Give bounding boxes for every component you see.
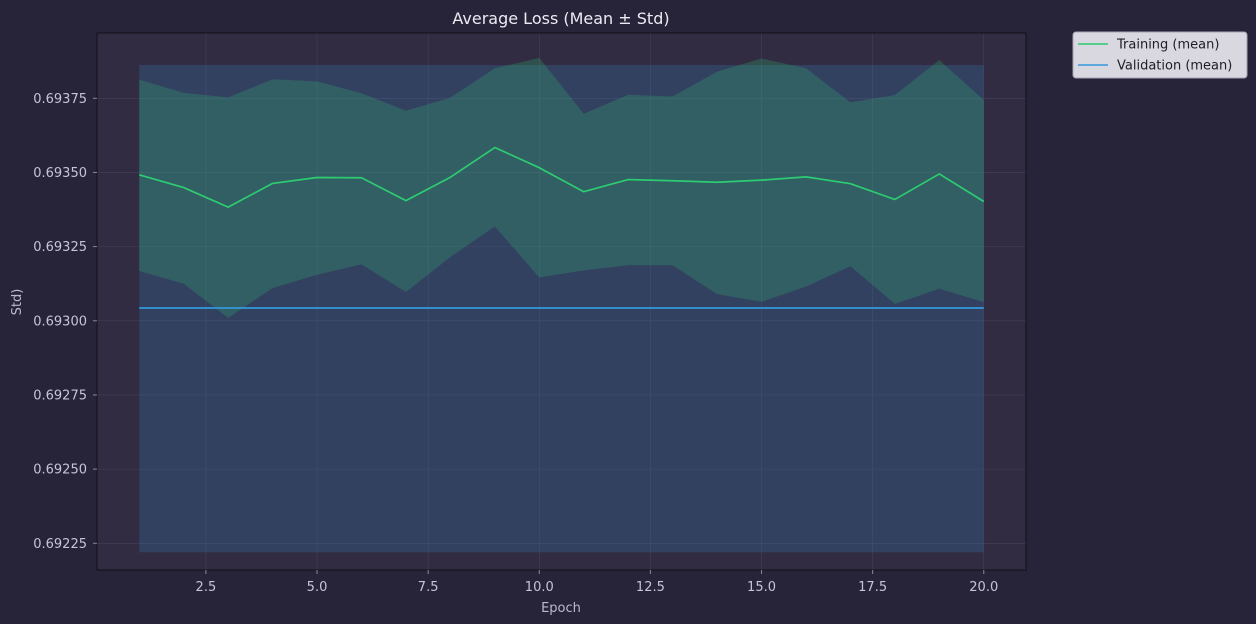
legend-label-training: Training (mean) [1116,38,1219,53]
training-mean-line [138,146,985,208]
y-axis-label: Std) [10,289,25,316]
x-axis-label: Epoch [541,601,581,616]
y-tick-label: 0.69275 [33,388,87,403]
y-axis-ticks: 0.69225 0.69250 0.69275 0.69300 0.69325 0.693… [33,92,97,552]
plot-frame [96,32,1027,571]
grid-lines [97,33,1026,570]
plot-area [97,33,1026,570]
x-tick-label: 15.0 [747,580,776,595]
training-std-band [139,57,984,318]
legend: Training (mean) Validation (mean) [1072,31,1248,79]
x-tick-label: 17.5 [858,580,887,595]
x-tick-label: 5.0 [307,580,328,595]
y-tick-label: 0.69300 [33,314,87,329]
x-tick-label: 2.5 [196,580,217,595]
x-tick-label: 12.5 [636,580,665,595]
legend-box [1072,31,1248,79]
x-tick-label: 7.5 [418,580,439,595]
legend-label-validation: Validation (mean) [1117,59,1232,74]
x-tick-label: 10.0 [525,580,554,595]
series-lines [138,146,985,309]
x-axis-ticks: 2.5 5.0 7.5 10.0 12.5 15.0 17.5 20.0 [196,570,998,595]
y-tick-label: 0.69250 [33,463,87,478]
x-tick-label: 20.0 [969,580,998,595]
y-tick-label: 0.69225 [33,537,87,552]
chart-title: Average Loss (Mean ± Std) [452,9,669,28]
y-tick-label: 0.69350 [33,166,87,181]
std-bands [139,57,984,553]
y-tick-label: 0.69325 [33,240,87,255]
y-tick-label: 0.69375 [33,92,87,107]
